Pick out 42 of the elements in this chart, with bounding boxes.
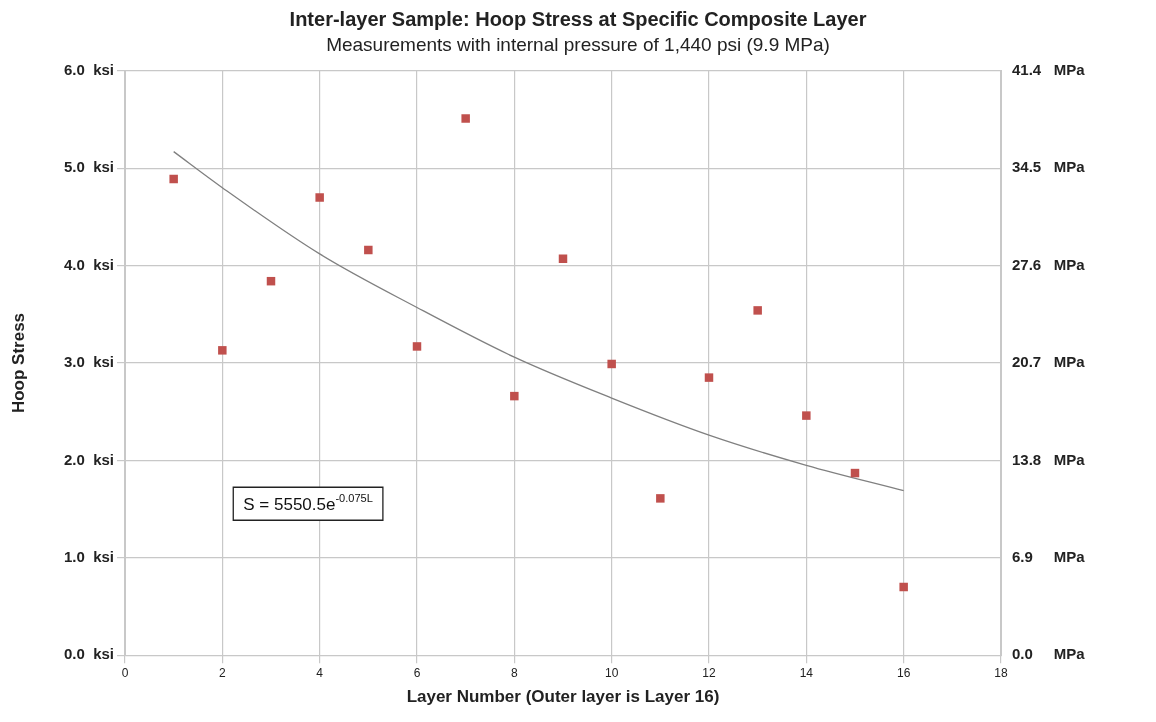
x-tick-label: 18 [994, 665, 1008, 680]
point [315, 193, 324, 202]
chart-subtitle: Measurements with internal pressure of 1,440 psi (9.9 MPa) [326, 33, 830, 55]
point [802, 411, 811, 420]
y-axis-title: Hoop Stress [8, 312, 28, 414]
x-tick-label: 6 [413, 665, 421, 680]
point [656, 494, 665, 503]
y-tick-label: 1.0 ksi [63, 547, 114, 565]
point [607, 359, 616, 369]
point [704, 373, 714, 382]
y2-tick-label: 41.4 MPa [1012, 60, 1086, 78]
y-tick-label: 5.0 ksi [63, 158, 114, 176]
y-tick-label: 4.0 ksi [63, 255, 114, 273]
point [461, 114, 470, 123]
x-tick-label: 12 [702, 665, 716, 680]
point [169, 174, 178, 184]
y2-tick-label: 34.5 MPa [1012, 158, 1086, 176]
x-tick-label: 14 [799, 665, 814, 680]
x-tick-label: 16 [896, 665, 911, 680]
x-axis-title: Layer Number (Outer layer is Layer 16) [406, 687, 720, 707]
chart-title: Inter-layer Sample: Hoop Stress at Specific Composite Layer [289, 7, 867, 30]
point [364, 245, 373, 255]
x-tick-label: 10 [604, 665, 619, 680]
x-tick-label: 0 [121, 665, 129, 680]
point [510, 391, 519, 401]
y2-tick-label: 27.6 MPa [1012, 255, 1086, 273]
line-series [173, 150, 905, 492]
point [412, 342, 422, 351]
y2-tick-label: 6.9 MPa [1012, 547, 1086, 565]
x-tick-label: 4 [316, 665, 324, 680]
y-tick-label: 3.0 ksi [63, 353, 114, 371]
y2-tick-label: 20.7 MPa [1012, 353, 1086, 371]
point [899, 582, 908, 592]
y-tick-label: 2.0 ksi [63, 450, 114, 468]
y2-tick-label: 0.0 MPa [1012, 645, 1086, 663]
point [753, 306, 762, 315]
x-tick-label: 2 [218, 665, 226, 680]
x-tick-label: 8 [510, 665, 518, 680]
y-tick-label: 0.0 ksi [63, 645, 114, 663]
y-tick-label: 6.0 ksi [63, 60, 114, 78]
point [218, 346, 227, 355]
y2-tick-label: 13.8 MPa [1012, 450, 1086, 468]
